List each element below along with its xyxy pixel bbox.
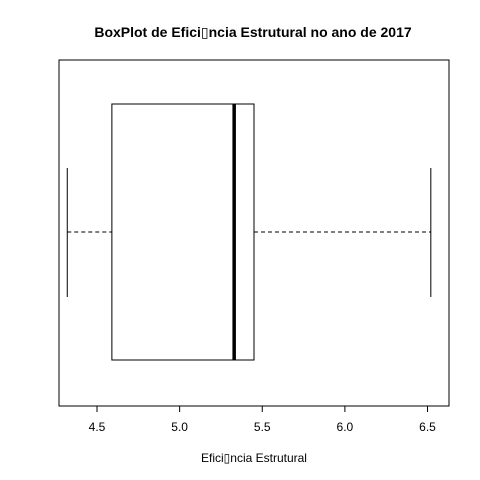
chart-title: BoxPlot de Efici▯ncia Estrutural no ano … — [94, 24, 412, 40]
x-tick-label: 4.5 — [89, 420, 106, 434]
x-tick-label: 6.0 — [337, 420, 354, 434]
x-tick-label: 5.0 — [171, 420, 188, 434]
x-axis: 4.5 5.0 5.5 6.0 6.5 — [89, 405, 436, 434]
x-axis-label: Efici▯ncia Estrutural — [201, 451, 307, 465]
iqr-box — [111, 103, 255, 361]
x-tick-label: 5.5 — [254, 420, 271, 434]
x-tick-label: 6.5 — [419, 420, 436, 434]
box-group — [66, 103, 432, 361]
